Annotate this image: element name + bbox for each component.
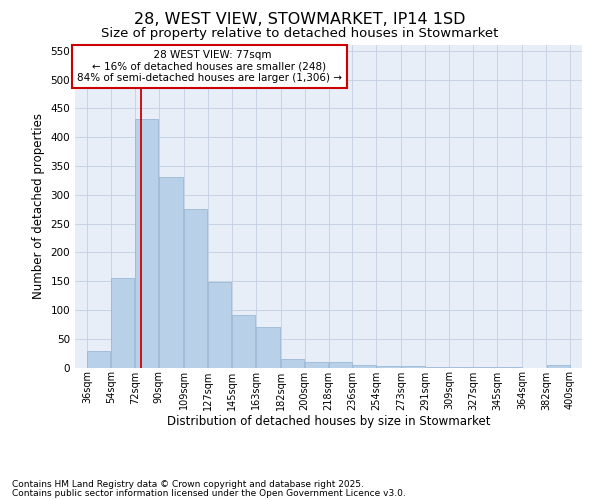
X-axis label: Distribution of detached houses by size in Stowmarket: Distribution of detached houses by size …	[167, 415, 490, 428]
Bar	[88, 351, 110, 368]
Text: 28, WEST VIEW, STOWMARKET, IP14 1SD: 28, WEST VIEW, STOWMARKET, IP14 1SD	[134, 12, 466, 28]
Bar	[402, 366, 425, 368]
Bar	[208, 282, 231, 368]
Bar	[450, 367, 473, 368]
Bar	[184, 208, 207, 368]
Text: Size of property relative to detached houses in Stowmarket: Size of property relative to detached ho…	[101, 28, 499, 40]
Text: Contains HM Land Registry data © Crown copyright and database right 2025.: Contains HM Land Registry data © Crown c…	[12, 480, 364, 489]
Bar	[232, 315, 255, 368]
Bar	[281, 360, 304, 368]
Bar	[497, 367, 522, 368]
Bar	[547, 365, 569, 368]
Bar	[135, 118, 158, 368]
Bar	[353, 364, 376, 368]
Bar	[305, 362, 328, 368]
Bar	[473, 367, 497, 368]
Bar	[377, 366, 401, 368]
Text: Contains public sector information licensed under the Open Government Licence v3: Contains public sector information licen…	[12, 488, 406, 498]
Bar	[159, 178, 184, 368]
Bar	[112, 278, 134, 368]
Y-axis label: Number of detached properties: Number of detached properties	[32, 114, 45, 299]
Bar	[329, 362, 352, 368]
Bar	[256, 326, 280, 368]
Bar	[426, 367, 449, 368]
Text: 28 WEST VIEW: 77sqm
← 16% of detached houses are smaller (248)
84% of semi-detac: 28 WEST VIEW: 77sqm ← 16% of detached ho…	[77, 50, 342, 83]
